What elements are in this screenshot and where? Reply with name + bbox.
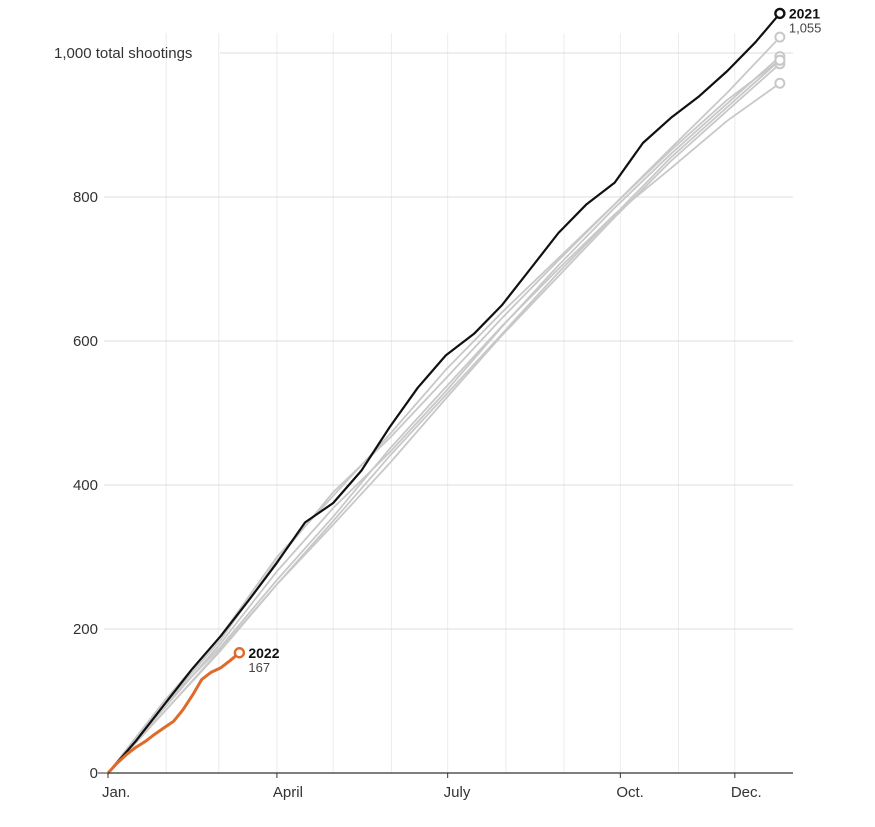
end-label-year-2022: 2022 bbox=[248, 645, 279, 661]
end-label-value-2022: 167 bbox=[248, 660, 270, 675]
series-line-2018 bbox=[107, 59, 781, 774]
series-line-2016 bbox=[107, 62, 781, 774]
x-tick-label: Dec. bbox=[731, 784, 762, 801]
y-axis-ticks: 0 200 400 600 800 1,000 total shootings bbox=[54, 45, 192, 782]
end-marker-2020 bbox=[774, 31, 786, 43]
series-line-2022 bbox=[106, 651, 241, 775]
x-axis: Jan. April July Oct. Dec. bbox=[102, 772, 793, 801]
past-years-series bbox=[107, 36, 781, 774]
end-marker-2015 bbox=[774, 77, 786, 89]
highlight-series bbox=[106, 12, 781, 775]
x-tick-label: Jan. bbox=[102, 784, 130, 801]
grid-layer bbox=[104, 33, 793, 773]
x-tick-label: July bbox=[444, 784, 471, 801]
y-tick-label: 200 bbox=[73, 621, 98, 638]
y-tick-label: 400 bbox=[73, 477, 98, 494]
y-tick-label: 1,000 total shootings bbox=[54, 45, 192, 62]
series-line-2021 bbox=[106, 12, 781, 775]
y-tick-label: 600 bbox=[73, 333, 98, 350]
end-marker-2019 bbox=[774, 54, 786, 66]
end-label-year-2021: 2021 bbox=[789, 5, 820, 21]
end-label-value-2021: 1,055 bbox=[789, 20, 822, 35]
x-tick-label: April bbox=[273, 784, 303, 801]
end-marker-2022 bbox=[233, 647, 246, 659]
y-tick-label: 0 bbox=[90, 765, 98, 782]
end-marker-2021 bbox=[774, 7, 786, 20]
y-tick-label: 800 bbox=[73, 189, 98, 206]
series-line-2017 bbox=[107, 55, 781, 774]
x-tick-label: Oct. bbox=[616, 784, 644, 801]
series-line-2019 bbox=[107, 59, 781, 774]
series-line-2015 bbox=[107, 82, 781, 774]
